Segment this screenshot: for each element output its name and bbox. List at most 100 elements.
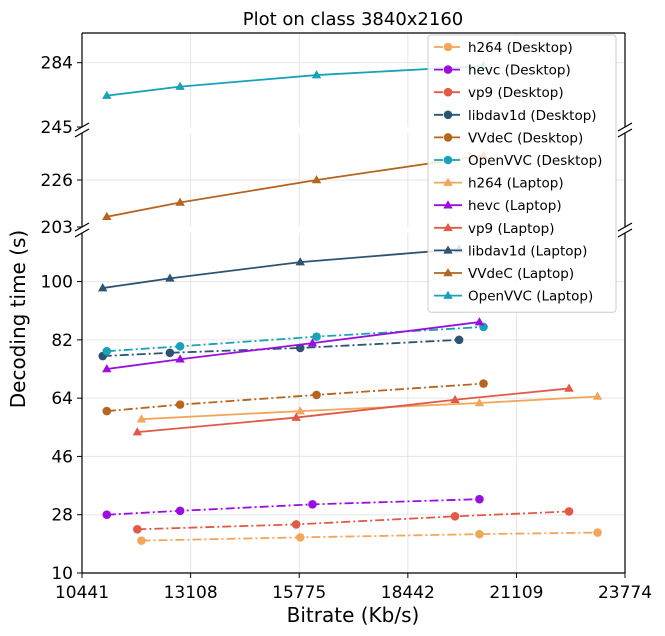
series-line bbox=[106, 154, 484, 218]
y-tick-label: 245 bbox=[41, 118, 73, 138]
plot-panels bbox=[82, 33, 625, 573]
data-point bbox=[295, 533, 305, 542]
data-point bbox=[307, 338, 318, 347]
y-tick-label: 10 bbox=[51, 564, 73, 584]
series-0 bbox=[137, 528, 602, 545]
y-tick-label: 284 bbox=[41, 54, 73, 74]
axis-break-mark bbox=[617, 122, 633, 132]
series-1 bbox=[102, 494, 484, 520]
legend-label: hevc (Desktop) bbox=[468, 63, 571, 79]
x-axis-label: Bitrate (Kb/s) bbox=[287, 603, 420, 627]
series-8 bbox=[132, 383, 574, 436]
legend-marker bbox=[443, 87, 453, 97]
data-point bbox=[295, 406, 305, 415]
legend-label: vp9 (Desktop) bbox=[468, 85, 564, 101]
legend-label: libdav1d (Desktop) bbox=[468, 108, 597, 124]
legend-marker bbox=[443, 155, 453, 165]
legend-entry: VVdeC (Desktop) bbox=[434, 130, 583, 146]
legend-label: OpenVVC (Laptop) bbox=[468, 289, 593, 305]
series-line bbox=[106, 498, 480, 516]
series-6 bbox=[136, 391, 603, 423]
data-point bbox=[311, 70, 322, 79]
data-point bbox=[593, 528, 602, 537]
legend-marker bbox=[443, 110, 453, 120]
data-point bbox=[450, 512, 460, 521]
series-4 bbox=[102, 379, 488, 416]
data-point bbox=[475, 529, 484, 539]
axis-break-mark bbox=[74, 128, 90, 138]
axis-break-mark bbox=[74, 222, 90, 232]
legend-marker bbox=[443, 42, 453, 52]
legend-entry: vp9 (Desktop) bbox=[434, 85, 564, 101]
series-line bbox=[102, 248, 460, 289]
legend-label: OpenVVC (Desktop) bbox=[468, 153, 602, 169]
axes-layer: 245 284 203 226 10 28 46 64 82 100 10441 13108 15775… bbox=[41, 32, 652, 603]
data-point bbox=[136, 414, 147, 423]
legend-entry: h264 (Desktop) bbox=[434, 40, 573, 56]
data-point bbox=[175, 197, 185, 206]
data-point bbox=[133, 524, 142, 534]
data-point bbox=[291, 412, 301, 421]
y-tick-label: 64 bbox=[51, 389, 73, 409]
x-tick-label: 13108 bbox=[164, 583, 218, 603]
legend-entry: libdav1d (Laptop) bbox=[434, 243, 587, 259]
data-point bbox=[312, 390, 321, 400]
data-point bbox=[564, 383, 574, 392]
data-point bbox=[474, 398, 485, 407]
series-9 bbox=[97, 244, 464, 292]
legend-label: VVdeC (Desktop) bbox=[468, 130, 583, 146]
data-point bbox=[102, 510, 112, 520]
x-tick-label: 23774 bbox=[598, 583, 652, 603]
legend-entry: OpenVVC (Laptop) bbox=[434, 289, 593, 305]
series-line bbox=[102, 338, 460, 357]
x-tick-label: 18442 bbox=[381, 583, 435, 603]
axis-break-mark bbox=[617, 222, 633, 232]
data-point bbox=[291, 520, 301, 529]
data-point bbox=[97, 283, 108, 292]
axis-break-mark bbox=[617, 228, 633, 238]
data-point bbox=[592, 391, 603, 400]
legend-label: libdav1d (Laptop) bbox=[468, 243, 587, 259]
y-tick-label: 82 bbox=[51, 331, 73, 351]
y-tick-label: 28 bbox=[51, 506, 73, 526]
data-point bbox=[312, 332, 321, 341]
y-tick-label: 203 bbox=[41, 218, 73, 238]
legend-marker bbox=[443, 65, 453, 74]
data-point bbox=[311, 175, 322, 184]
series-line bbox=[106, 321, 480, 370]
legend: h264 (Desktop) hevc (Desktop) vp9 (Desktop… bbox=[427, 34, 617, 313]
series-7 bbox=[102, 317, 485, 373]
data-point bbox=[175, 400, 185, 409]
legend-entry: h264 (Laptop) bbox=[434, 176, 564, 192]
x-tick-label: 10441 bbox=[55, 583, 109, 603]
legend-entry: OpenVVC (Desktop) bbox=[434, 153, 602, 169]
legend-marker bbox=[443, 290, 453, 299]
legend-label: h264 (Laptop) bbox=[468, 176, 564, 192]
legend-label: VVdeC (Laptop) bbox=[468, 266, 574, 282]
data-point bbox=[102, 406, 112, 416]
series-line bbox=[137, 387, 570, 434]
legend-label: h264 (Desktop) bbox=[468, 40, 573, 56]
data-point bbox=[475, 494, 484, 504]
legend-entry: VVdeC (Laptop) bbox=[434, 266, 574, 282]
legend-marker bbox=[443, 177, 453, 186]
axis-break-mark bbox=[74, 228, 90, 238]
series-line bbox=[137, 510, 570, 531]
legend-box bbox=[427, 34, 617, 313]
legend-marker bbox=[443, 222, 453, 232]
x-tick-label: 15775 bbox=[272, 583, 326, 603]
data-point bbox=[102, 90, 112, 99]
data-point bbox=[295, 257, 305, 266]
legend-label: hevc (Laptop) bbox=[468, 198, 562, 214]
data-point bbox=[102, 346, 112, 356]
chart-title: Plot on class 3840x2160 bbox=[243, 9, 463, 30]
legend-entry: hevc (Laptop) bbox=[434, 198, 562, 214]
axis-break-mark bbox=[617, 128, 633, 138]
legend-marker bbox=[443, 245, 453, 254]
legend-entry: hevc (Desktop) bbox=[434, 63, 571, 79]
legend-label: vp9 (Laptop) bbox=[468, 221, 554, 237]
series-layer bbox=[97, 61, 603, 545]
data-point bbox=[308, 500, 317, 509]
series-line bbox=[141, 395, 598, 421]
